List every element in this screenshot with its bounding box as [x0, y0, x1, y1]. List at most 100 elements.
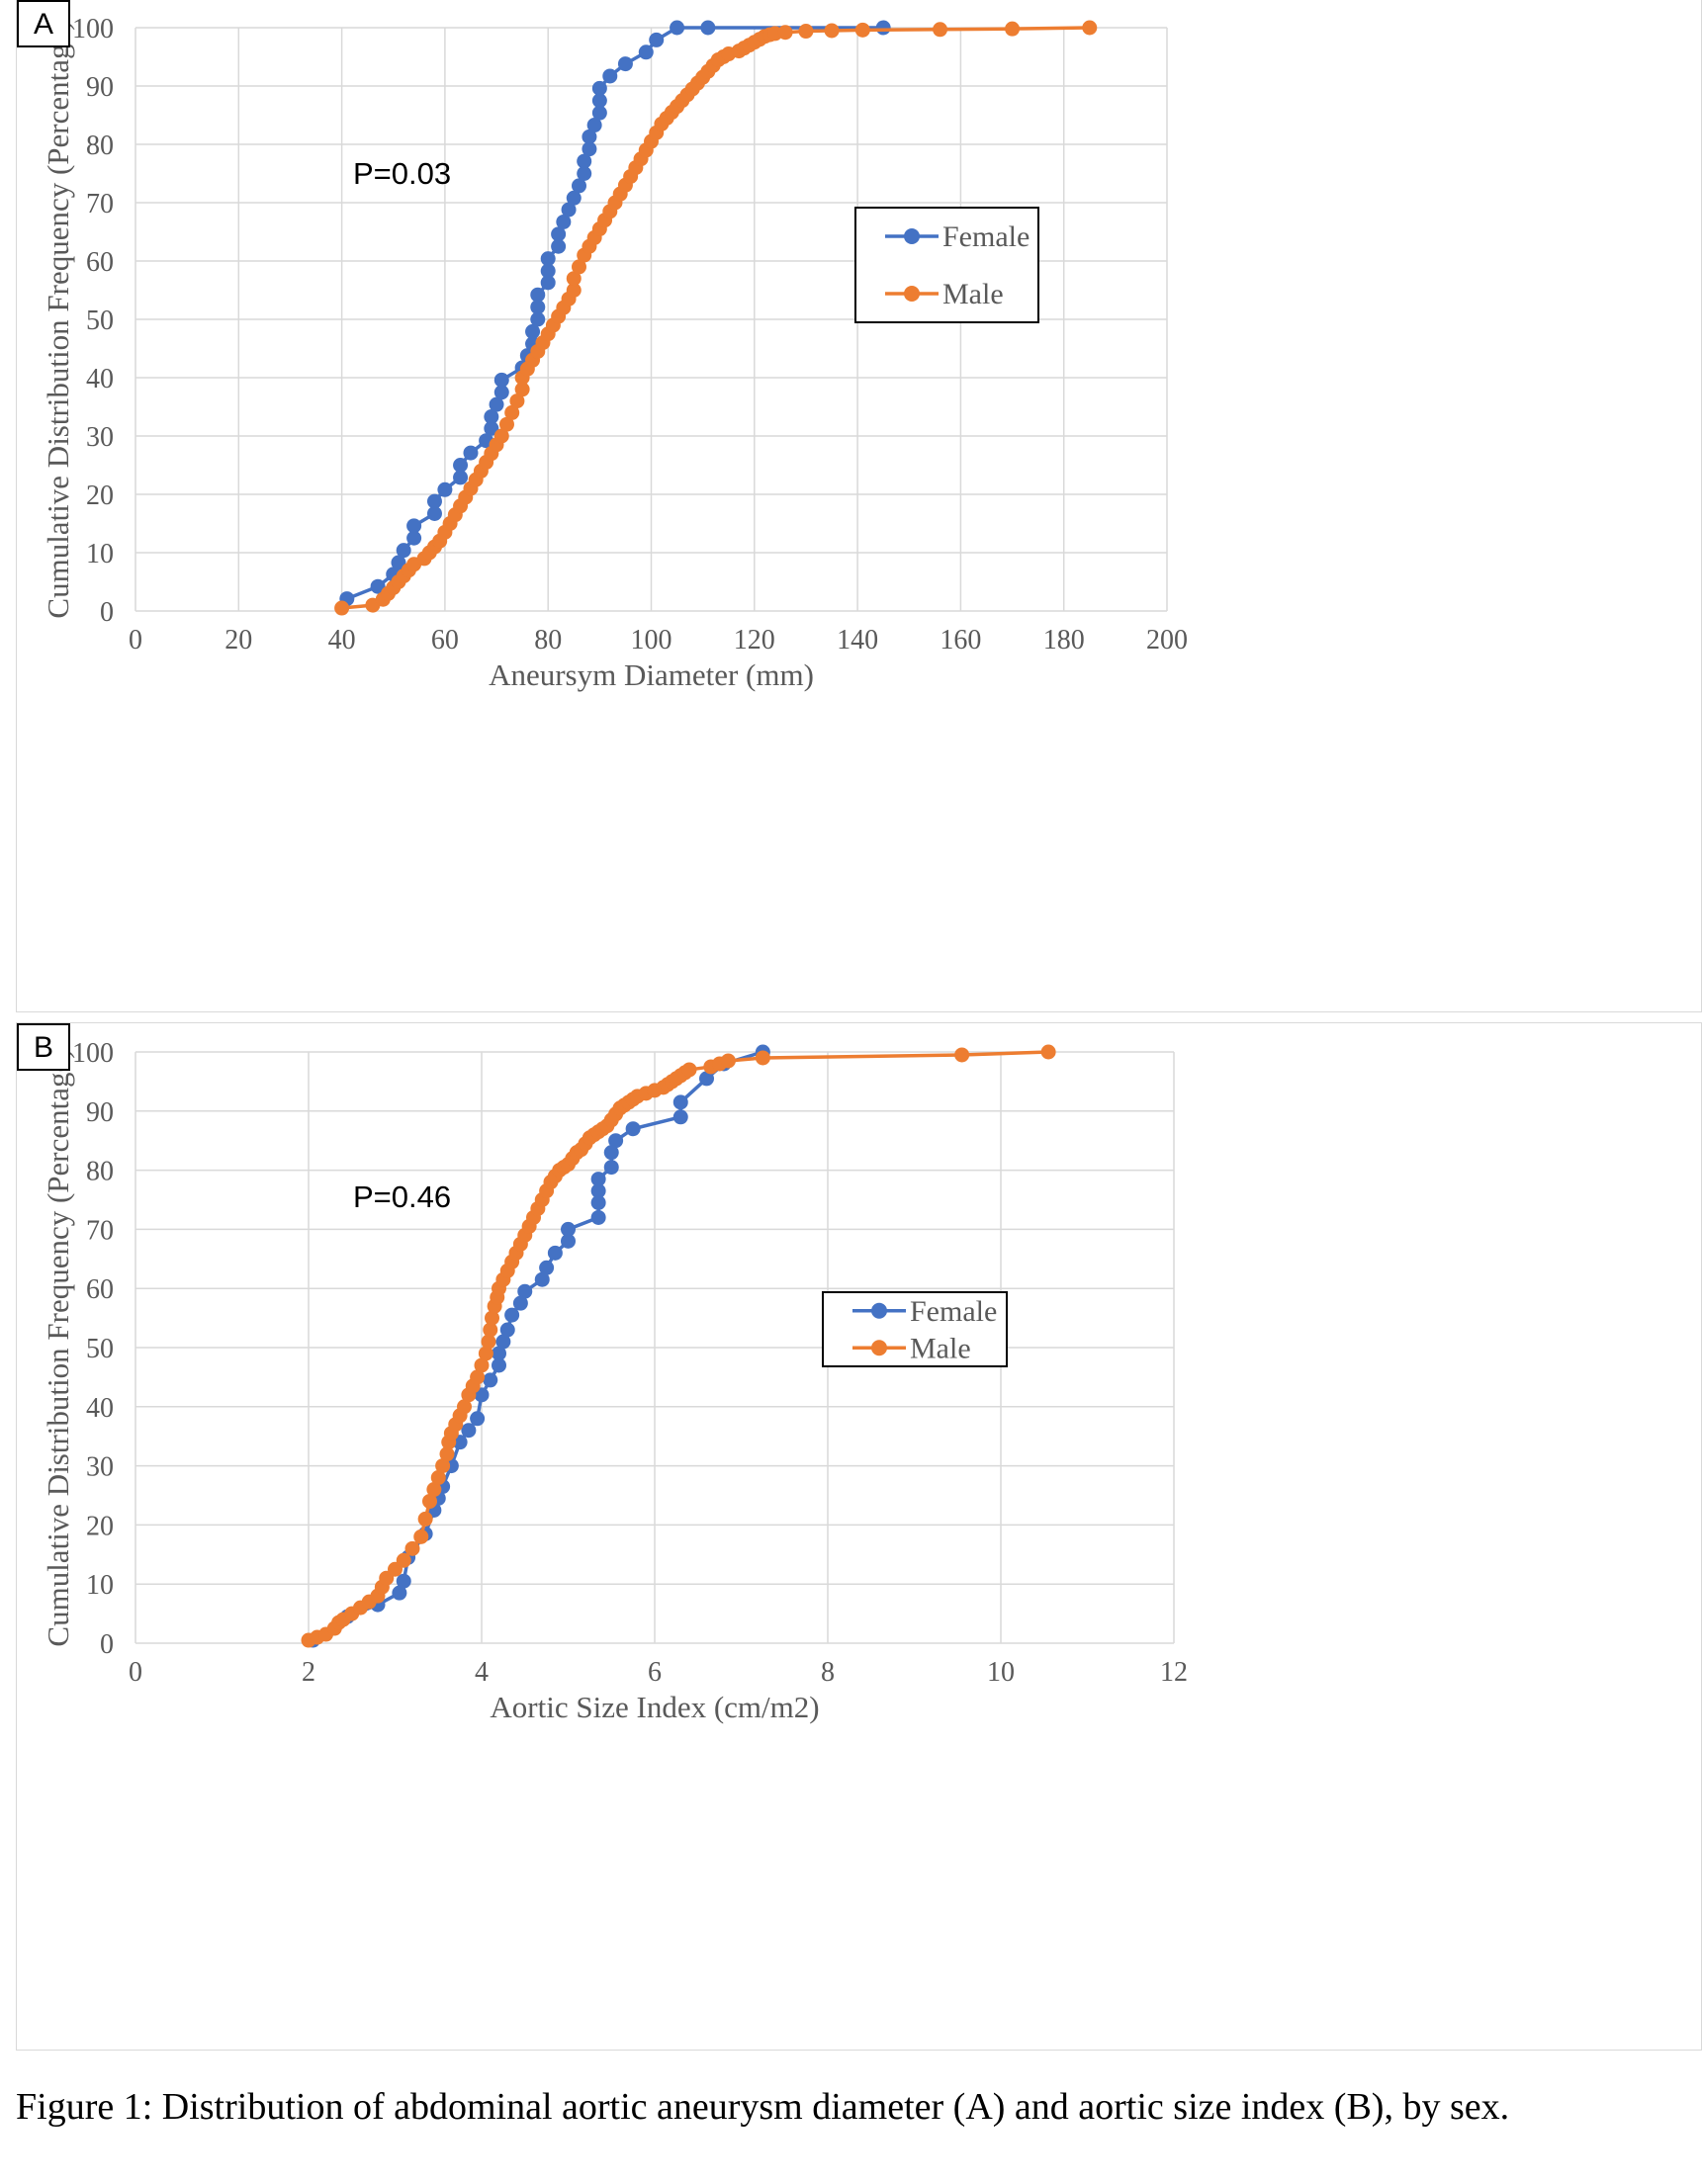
data-point-male	[681, 1062, 697, 1078]
data-point-female	[534, 1271, 550, 1287]
data-point-female	[470, 1411, 486, 1427]
data-point-female	[530, 300, 546, 315]
data-point-female	[489, 396, 504, 412]
x-tick-label: 4	[475, 1657, 489, 1688]
data-point-female	[453, 470, 469, 485]
y-tick-label: 90	[86, 1097, 114, 1128]
panel-label-box	[17, 1023, 70, 1071]
data-point-male	[954, 1047, 970, 1063]
y-tick-label: 70	[86, 1215, 114, 1246]
data-point-female	[602, 68, 618, 84]
legend-label-female: Female	[942, 220, 1030, 253]
p-value-annotation: P=0.03	[353, 156, 451, 191]
y-tick-label: 40	[86, 364, 114, 394]
data-point-female	[571, 178, 586, 194]
data-point-male	[422, 1493, 437, 1509]
x-tick-label: 10	[987, 1657, 1015, 1688]
series-female	[305, 1044, 770, 1648]
data-point-male	[498, 416, 514, 432]
x-tick-label: 140	[837, 625, 878, 655]
series-female	[339, 20, 891, 607]
data-point-female	[504, 1307, 520, 1323]
panel-label: A	[34, 8, 53, 41]
data-point-female	[617, 56, 633, 72]
data-point-female	[540, 251, 556, 267]
data-point-male	[509, 393, 525, 409]
data-point-female	[586, 118, 602, 133]
data-point-male	[1082, 20, 1098, 36]
data-point-female	[625, 1121, 641, 1137]
data-point-male	[493, 428, 509, 444]
legend-label-male: Male	[942, 278, 1004, 310]
data-point-female	[495, 1334, 511, 1350]
data-point-female	[649, 32, 665, 47]
y-tick-label: 0	[100, 1629, 114, 1660]
chart-b-svg: 0 10 20 30 40 50 60 70 80 90 100 0 2 4 6 8 10 12 Aortic Si…	[17, 1023, 1188, 1724]
data-point-male	[485, 1310, 499, 1326]
data-point-male	[396, 1552, 411, 1568]
data-point-female	[551, 226, 567, 242]
data-point-female	[670, 20, 685, 36]
data-point-female	[591, 93, 607, 109]
data-point-female	[483, 1372, 498, 1388]
data-point-female	[492, 1346, 506, 1361]
data-point-female	[603, 1145, 619, 1161]
data-point-male	[798, 24, 814, 40]
x-tick-label: 12	[1160, 1657, 1188, 1688]
data-point-female	[590, 1183, 606, 1199]
data-point-female	[547, 1245, 563, 1261]
data-point-male	[777, 25, 793, 41]
data-point-female	[672, 1094, 688, 1110]
data-point-male	[854, 22, 870, 38]
data-point-female	[699, 1071, 714, 1087]
data-point-male	[439, 1446, 455, 1462]
data-point-female	[638, 44, 654, 60]
data-point-male	[720, 1053, 736, 1069]
x-tick-label: 180	[1043, 625, 1085, 655]
data-point-female	[493, 372, 509, 388]
data-point-female	[406, 530, 422, 546]
chart-panel-a: 0 10 20 30 40 50 60 70 80 90 100 0 20 40 60 80 100 120 140…	[16, 0, 1702, 1012]
data-point-male	[334, 600, 350, 616]
data-point-female	[591, 80, 607, 96]
data-point-female	[493, 385, 509, 400]
data-point-female	[437, 481, 453, 497]
data-point-male	[1040, 1044, 1056, 1060]
data-point-female	[561, 202, 577, 218]
y-tick-label: 30	[86, 1452, 114, 1483]
data-point-male	[514, 382, 530, 397]
data-point-female	[700, 20, 716, 36]
y-tick-label: 40	[86, 1393, 114, 1424]
data-point-male	[478, 1346, 493, 1361]
data-point-female	[561, 1221, 576, 1237]
x-tick-label: 100	[631, 625, 672, 655]
x-tick-label: 20	[224, 625, 252, 655]
y-axis-title: Cumulative Distribution Frequency (Perce…	[41, 20, 75, 618]
x-tick-label: 6	[648, 1657, 662, 1688]
data-point-female	[530, 311, 546, 327]
legend-label-female: Female	[910, 1295, 997, 1328]
y-tick-label: 70	[86, 189, 114, 219]
data-point-female	[551, 238, 567, 254]
data-point-female	[499, 1322, 515, 1338]
x-tick-label: 2	[302, 1657, 315, 1688]
y-tick-label: 10	[86, 539, 114, 569]
data-point-male	[824, 23, 840, 39]
chart-panel-b: 0 10 20 30 40 50 60 70 80 90 100 0 2 4 6 8 10 12 Aortic Si…	[16, 1022, 1702, 2051]
data-point-female	[484, 420, 499, 436]
y-tick-label: 50	[86, 1334, 114, 1364]
y-tick-label: 60	[86, 1274, 114, 1305]
data-point-female	[556, 214, 572, 229]
data-point-male	[470, 1369, 486, 1385]
legend: Female Male	[822, 1291, 1008, 1367]
data-point-female	[582, 141, 597, 157]
data-point-female	[577, 166, 592, 181]
data-point-female	[525, 323, 541, 339]
x-tick-label: 160	[940, 625, 981, 655]
figure-caption: Figure 1: Distribution of abdominal aort…	[16, 2086, 1510, 2128]
data-point-female	[591, 105, 607, 121]
data-point-male	[1005, 21, 1021, 37]
legend-box	[854, 207, 1039, 323]
data-point-male	[504, 404, 520, 420]
y-tick-label: 60	[86, 247, 114, 278]
